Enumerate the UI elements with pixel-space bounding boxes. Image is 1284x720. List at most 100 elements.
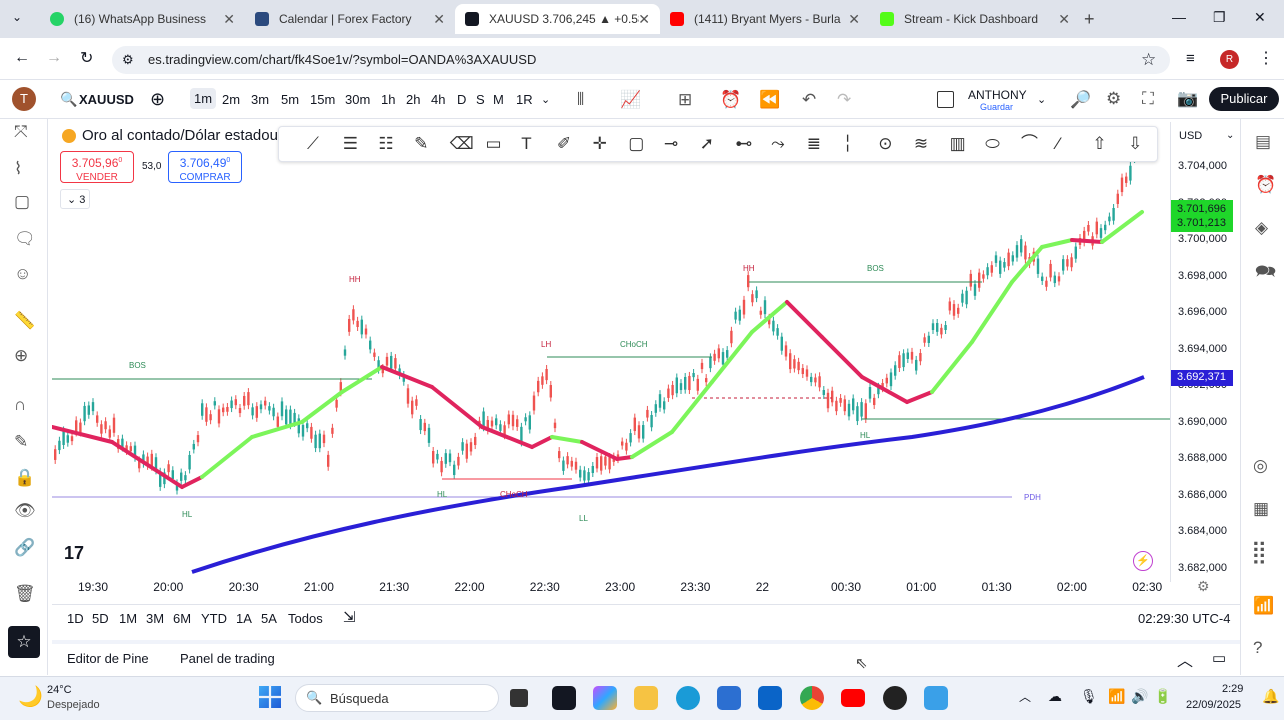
tab-tradingview[interactable]: XAUUSD 3.706,245 ▲ +0.58 ✕ [455,4,660,34]
zoom-icon[interactable]: ⊕ [14,346,29,365]
taskbar-date[interactable]: 22/09/2025 [1186,699,1242,711]
close-icon[interactable]: ✕ [1058,11,1070,27]
trash-icon[interactable]: 🗑 [14,584,36,603]
range-1A[interactable]: 1A [236,611,252,626]
bars-tool-icon[interactable]: ▥ [949,134,966,153]
maximize-icon[interactable]: ❐ [1213,9,1226,25]
trading-panel-tab[interactable]: Panel de trading [180,651,275,666]
text-tool-icon[interactable]: 🗨 [14,229,36,248]
ruler-icon[interactable]: 📏 [14,311,36,330]
tab-whatsapp[interactable]: (16) WhatsApp Business ✕ [40,4,245,34]
horizontal-line-tool-icon[interactable]: ⊷ [735,134,753,153]
eye-icon[interactable]: 👁 [14,501,36,520]
alerts-clock-icon[interactable]: ⏰ [1255,175,1277,194]
browser-menu-icon[interactable]: ⋮ [1258,50,1274,67]
compare-icon[interactable]: ⊕ [150,89,166,109]
profile-avatar[interactable]: R [1220,50,1239,69]
edge-icon[interactable] [676,686,700,710]
redo-icon[interactable]: ↷ [837,90,852,109]
undo-icon[interactable]: ↶ [802,90,817,109]
symbol-name[interactable]: XAUUSD [79,92,134,107]
pine-editor-tab[interactable]: Editor de Pine [67,651,149,666]
chart-symbol-title[interactable]: Oro al contado/Dólar estadou [82,127,278,144]
rectangle-tool-icon[interactable]: ▢ [14,192,31,211]
apps-grid-icon[interactable]: ⣿ [1251,539,1268,564]
url-field[interactable]: es.tradingview.com/chart/fk4Soe1v/?symbo… [112,46,1170,74]
lightning-icon[interactable]: ⚡ [1133,551,1153,571]
target-icon[interactable]: ◎ [1253,456,1268,475]
pen-tool-icon[interactable]: ✐ [556,134,572,153]
currency-dropdown-icon[interactable]: ⌄ [1226,130,1235,141]
chat-icon[interactable]: 🗪 [1255,262,1277,281]
watchlist-icon[interactable]: ▤ [1255,132,1272,151]
trend-line-tool-icon[interactable]: ⟋ [307,134,319,153]
copilot-icon[interactable] [593,686,617,710]
tab-youtube[interactable]: (1411) Bryant Myers - Burla ✕ [660,4,870,34]
range-6M[interactable]: 6M [173,611,192,626]
taskbar-search[interactable]: 🔍 Búsqueda [295,684,499,712]
timeframe-1m[interactable]: 1m [190,88,217,109]
lock-icon[interactable]: 🔒 [14,468,36,487]
timeframe-5m[interactable]: 5m [281,92,300,107]
trend-line-tool-icon[interactable]: ⌇ [14,159,23,178]
symbol-search-icon[interactable]: 🔍 [60,91,78,107]
calendar-icon[interactable]: ▦ [1253,499,1270,518]
timeframe-1h[interactable]: 1h [381,92,396,107]
tradingview-app-icon[interactable] [552,686,576,710]
obs-icon[interactable] [883,686,907,710]
broadcast-icon[interactable]: 📶 [1253,596,1275,615]
quick-search-icon[interactable]: 🔎 [1070,90,1092,109]
volume-icon[interactable]: 🔊 [1131,688,1149,704]
forward-icon[interactable]: → [46,49,62,66]
chrome-icon[interactable] [800,686,824,710]
collapse-panel-icon[interactable]: ︿ [1177,653,1194,670]
close-icon[interactable]: ✕ [638,11,650,27]
photos-icon[interactable] [924,686,948,710]
arc-tool-icon[interactable]: ⌒ [1021,134,1038,153]
vertical-line-tool-icon[interactable]: ╎ [842,134,853,153]
timeframe-15m[interactable]: 15m [310,92,336,107]
crosshair-tool-icon[interactable]: ✛ [592,134,607,153]
timeframe-M[interactable]: M [493,92,504,107]
site-info-icon[interactable]: ⚙ [122,52,134,67]
user-avatar[interactable]: T [12,87,36,111]
favorites-star-icon[interactable]: ☆ [8,626,40,658]
range-1D[interactable]: 1D [67,611,84,626]
lock-drawing-icon[interactable]: ✎ [14,432,29,451]
back-icon[interactable]: ← [14,49,30,66]
range-Todos[interactable]: Todos [288,611,323,626]
close-icon[interactable]: ✕ [848,11,860,27]
store-icon[interactable] [717,686,741,710]
range-5A[interactable]: 5A [261,611,277,626]
tray-chevron-icon[interactable]: ︿ [1019,690,1032,704]
crosshair-tool-icon[interactable]: ⤧ [14,122,28,141]
rectangle-tool-icon[interactable]: ▢ [628,134,645,153]
youtube-app-icon[interactable] [841,689,865,707]
emoji-tool-icon[interactable]: ☺ [14,264,32,283]
reload-icon[interactable]: ↻ [80,50,94,67]
channel-tool-icon[interactable]: ☰ [342,134,358,153]
close-icon[interactable]: ✕ [223,11,235,27]
media-icon[interactable]: ≡ [1186,50,1195,67]
range-1M[interactable]: 1M [119,611,138,626]
layers-icon[interactable]: ◈ [1255,218,1269,237]
timeframe-S[interactable]: S [476,92,485,107]
timeframe-D[interactable]: D [457,92,467,107]
timeframe-4h[interactable]: 4h [431,92,446,107]
help-icon[interactable]: ? [1253,638,1263,657]
position-tool-icon[interactable]: ≋ [913,134,929,153]
range-YTD[interactable]: YTD [201,611,227,626]
timeframe-1R[interactable]: 1R [516,92,533,107]
note-tool-icon[interactable]: ▭ [485,134,502,153]
file-explorer-icon[interactable] [634,686,658,710]
settings-icon[interactable]: ⚙ [1106,89,1122,108]
publish-button[interactable]: Publicar [1209,87,1279,111]
indicators-toggle[interactable]: ⌄ 3 [60,189,90,209]
tab-forex-factory[interactable]: Calendar | Forex Factory ✕ [245,4,455,34]
new-tab-icon[interactable]: + [1084,9,1095,29]
eraser-tool-icon[interactable]: ⌫ [449,134,474,153]
link-icon[interactable]: 🔗 [14,538,36,557]
layout-icon[interactable]: ⊞ [678,90,693,109]
arrow-up-tool-icon[interactable]: ⇧ [1092,134,1107,153]
pointer-tool-icon[interactable]: ➚ [699,134,714,153]
